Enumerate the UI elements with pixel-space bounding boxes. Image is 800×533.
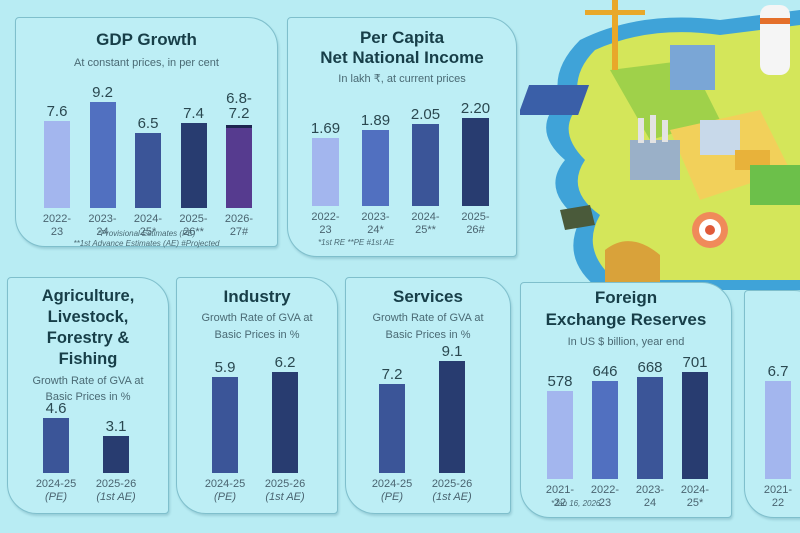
forex-bar: [682, 372, 708, 479]
services-title: Services: [393, 287, 463, 306]
agriculture-card: Agriculture, Livestock, Forestry & Fishi…: [7, 277, 169, 514]
pcnni-value-label: 1.69: [310, 120, 341, 138]
industry-bar: [272, 371, 298, 473]
forex-category-label: 2023- 24: [635, 484, 665, 509]
gdp-value-label: 6.5: [137, 115, 159, 133]
partial-chart: 6.7 2021- 22: [745, 364, 800, 509]
gdp-value-label: 6.8- 7.2: [226, 90, 252, 123]
pcnni-bar: [312, 138, 339, 206]
industry-chart: 5.9 2024-25 (PE) 6.2 2025-26 (1st AE): [183, 355, 333, 503]
pcnni-bar: [462, 118, 489, 206]
gdp-growth-footnote-2: **1st Advance Estimates (AE) #Projected: [73, 239, 220, 248]
pcnni-value-label: 1.89: [360, 112, 391, 130]
forex-value-label: 578: [547, 373, 573, 391]
pcnni-bar: [412, 124, 439, 206]
partial-category-label: 2021- 22: [763, 484, 793, 509]
gdp-bar: [89, 102, 116, 208]
agri-value-label: 4.6: [45, 399, 67, 417]
agriculture-title: Agriculture, Livestock, Forestry & Fishi…: [41, 287, 135, 368]
services-chart: 7.2 2024-25 (PE) 9.1 2025-26 (1st AE): [352, 344, 502, 503]
services-category-label: 2025-26 (1st AE): [431, 478, 473, 503]
services-bar: [439, 360, 465, 473]
agri-value-label: 3.1: [105, 417, 127, 435]
forex-value-label: 701: [682, 354, 708, 372]
forex-reserves-title: Foreign Exchange Reserves: [545, 288, 707, 329]
partial-bar: [765, 380, 791, 479]
pcnni-category-label: 2024- 25**: [411, 211, 440, 236]
pcnni-category-label: 2022- 23: [311, 211, 340, 236]
industry-bar: [212, 376, 238, 473]
gdp-value-label: 9.2: [92, 84, 113, 102]
services-value-label: 7.2: [381, 366, 403, 384]
gdp-growth-chart: 7.6 2022- 23 9.2 2023- 24 6.5 2024- 25* 7.4 2025- 2…: [28, 84, 268, 238]
illustration-graphic: [520, 0, 800, 290]
services-bar: [379, 384, 405, 473]
industry-title: Industry: [223, 287, 291, 306]
gdp-bar: [135, 133, 161, 208]
per-capita-nni-footnote: *1st RE **PE #1st AE: [318, 238, 395, 247]
pcnni-category-label: 2025- 26#: [461, 211, 490, 236]
industry-category-label: 2025-26 (1st AE): [264, 478, 306, 503]
services-category-label: 2024-25 (PE): [371, 478, 413, 503]
gdp-category-label: 2025- 26**: [179, 213, 208, 238]
forex-category-label: 2021- 22: [545, 484, 575, 509]
agri-bar: [103, 435, 129, 473]
gdp-category-label: 2026- 27#: [224, 213, 254, 238]
forex-category-label: 2024- 25*: [680, 484, 710, 509]
partial-value-label: 6.7: [767, 362, 789, 380]
gdp-category-label: 2024- 25*: [133, 213, 163, 238]
forex-reserves-card: Foreign Exchange Reserves In US $ billio…: [520, 282, 732, 518]
agri-category-label: 2024-25 (PE): [35, 478, 77, 503]
industry-value-label: 5.9: [214, 358, 236, 376]
pcnni-value-label: 2.20: [460, 100, 491, 117]
gdp-bar: [226, 125, 252, 208]
industry-card: Industry Growth Rate of GVA at Basic Pri…: [176, 277, 338, 514]
pcnni-value-label: 2.05: [410, 106, 441, 123]
industry-category-label: 2024-25 (PE): [204, 478, 246, 503]
industry-subtitle: Growth Rate of GVA at Basic Prices in %: [201, 312, 313, 341]
services-card: Services Growth Rate of GVA at Basic Pri…: [345, 277, 511, 514]
gdp-bar: [44, 120, 70, 208]
forex-bar: [547, 391, 573, 479]
gdp-bar: [180, 122, 207, 208]
gdp-category-label: 2022- 23: [42, 213, 72, 238]
gdp-category-label: 2023- 24: [88, 213, 117, 238]
gdp-growth-card: GDP Growth At constant prices, in per ce…: [15, 17, 278, 248]
forex-value-label: 646: [592, 362, 618, 380]
gdp-growth-subtitle: At constant prices, in per cent: [74, 57, 219, 69]
gdp-growth-footnote-1: *Provisional Estimates (PE): [97, 229, 196, 238]
forex-reserves-subtitle: In US $ billion, year end: [567, 336, 685, 348]
agriculture-subtitle: Growth Rate of GVA at Basic Prices in %: [32, 375, 144, 403]
industry-value-label: 6.2: [274, 353, 296, 371]
services-value-label: 9.1: [441, 342, 463, 360]
pcnni-bar: [362, 130, 389, 206]
per-capita-nni-card: Per Capita Net National Income In lakh ₹…: [287, 17, 517, 257]
per-capita-nni-title: Per Capita Net National Income: [320, 28, 484, 67]
forex-bar: [592, 380, 618, 479]
india-economy-illustration: [520, 0, 800, 290]
forex-reserves-chart: 578 2021- 22 646 2022- 23 668 2023- 24 701 2024- 25…: [525, 355, 725, 509]
per-capita-nni-chart: 1.69 2022- 23 1.89 2023- 24* 2.05 2024- 25** 2.20…: [296, 98, 510, 236]
gdp-value-label: 7.4: [183, 104, 204, 122]
gdp-value-label: 7.6: [46, 102, 68, 120]
pcnni-category-label: 2023- 24*: [361, 211, 390, 236]
forex-category-label: 2022- 23: [590, 484, 620, 509]
forex-bar: [637, 377, 663, 479]
agriculture-chart: 4.6 2024-25 (PE) 3.1 2025-26 (1st AE): [14, 401, 164, 503]
agri-bar: [43, 417, 69, 473]
forex-value-label: 668: [637, 359, 663, 377]
services-subtitle: Growth Rate of GVA at Basic Prices in %: [372, 312, 484, 341]
forex-reserves-footnote: *Jan 16, 2026: [551, 499, 601, 508]
gdp-growth-title: GDP Growth: [96, 30, 197, 49]
per-capita-nni-subtitle: In lakh ₹, at current prices: [338, 73, 466, 85]
agri-category-label: 2025-26 (1st AE): [95, 478, 137, 503]
partial-card: 6.7 2021- 22: [744, 290, 800, 518]
